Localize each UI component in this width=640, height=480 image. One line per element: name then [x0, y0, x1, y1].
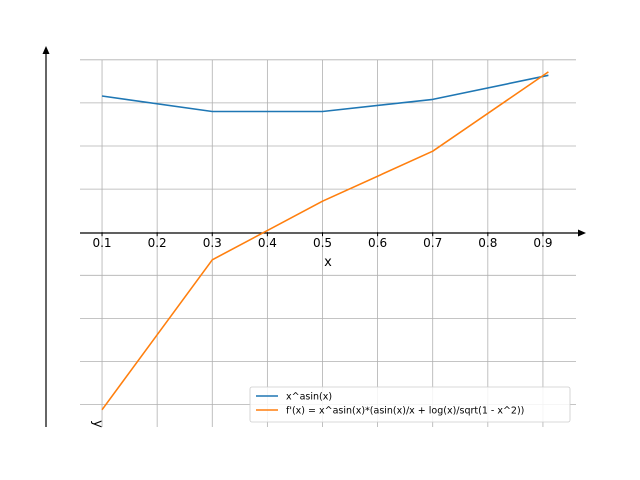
series: [101, 71, 549, 411]
x-tick-label: 0.8: [478, 236, 497, 250]
x-tick-label: 0.7: [423, 236, 442, 250]
x-tick-label: 0.2: [148, 236, 167, 250]
legend: x^asin(x) f'(x) = x^asin(x)*(asin(x)/x + …: [249, 386, 571, 423]
series-line-1: [101, 74, 549, 113]
x-axis-label: x: [324, 255, 332, 270]
x-tick-label: 0.3: [203, 236, 222, 250]
x-tick-label: 0.1: [92, 236, 111, 250]
legend-label-1: x^asin(x): [286, 392, 332, 403]
series-line-2: [101, 71, 549, 411]
x-tick-label: 0.5: [313, 236, 332, 250]
legend-box: [249, 386, 571, 423]
x-axis-arrow: [578, 229, 586, 237]
axes: [42, 46, 586, 427]
x-tick-label: 0.9: [533, 236, 552, 250]
x-tick-label: 0.4: [258, 236, 277, 250]
x-tick-label: 0.6: [368, 236, 387, 250]
y-axis-label: y: [90, 420, 105, 428]
legend-label-2: f'(x) = x^asin(x)*(asin(x)/x + log(x)/sq…: [286, 406, 524, 417]
grid: [80, 59, 576, 427]
y-axis-arrow: [42, 46, 50, 54]
x-ticks: 0.1 0.2 0.3 0.4 0.5 0.6 0.7 0.8 0.9: [92, 232, 552, 250]
